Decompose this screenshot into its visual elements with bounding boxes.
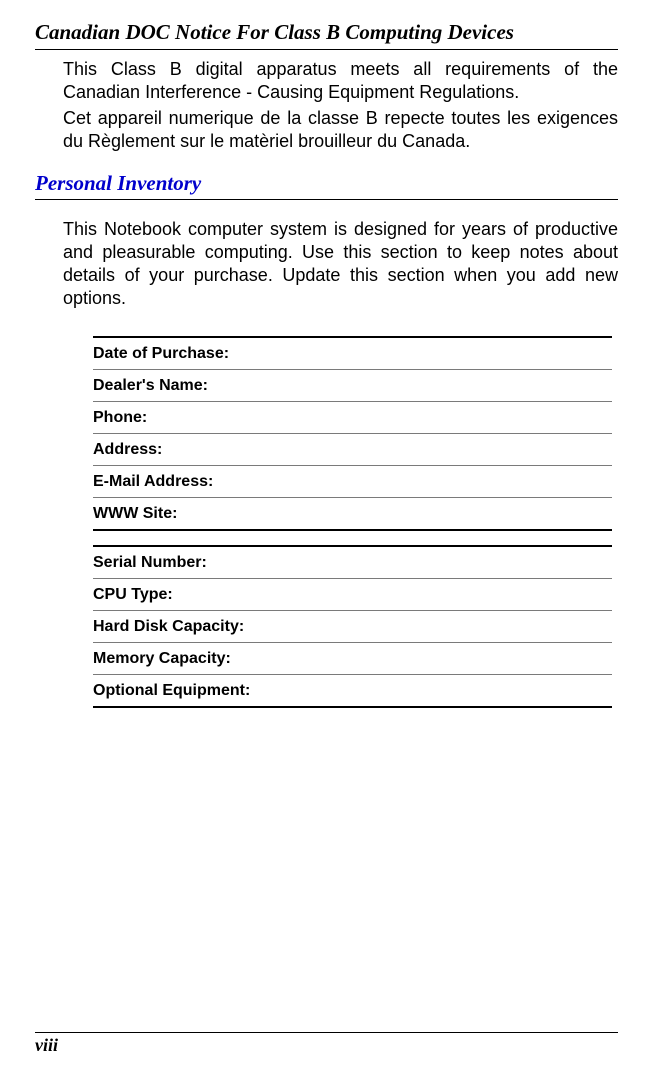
table-row: Hard Disk Capacity: (93, 611, 612, 643)
paragraph-en: This Class B digital apparatus meets all… (63, 58, 618, 104)
doc-heading: Canadian DOC Notice For Class B Computin… (35, 20, 618, 50)
table-row: Memory Capacity: (93, 643, 612, 675)
table-row: Phone: (93, 402, 612, 434)
inventory-tables: Date of Purchase: Dealer's Name: Phone: … (93, 336, 612, 708)
table-row: E-Mail Address: (93, 466, 612, 498)
paragraph-intro: This Notebook computer system is designe… (63, 218, 618, 310)
section-heading: Personal Inventory (35, 171, 618, 200)
table-row: Dealer's Name: (93, 370, 612, 402)
table-row: Address: (93, 434, 612, 466)
table-row: Serial Number: (93, 547, 612, 579)
doc-body-block: This Class B digital apparatus meets all… (63, 58, 618, 153)
section-body-block: This Notebook computer system is designe… (63, 218, 618, 310)
table-row: CPU Type: (93, 579, 612, 611)
page-number: viii (35, 1032, 618, 1056)
paragraph-fr: Cet appareil numerique de la classe B re… (63, 107, 618, 153)
table-row: Optional Equipment: (93, 675, 612, 706)
table-row: Date of Purchase: (93, 338, 612, 370)
hardware-info-table: Serial Number: CPU Type: Hard Disk Capac… (93, 545, 612, 708)
purchase-info-table: Date of Purchase: Dealer's Name: Phone: … (93, 336, 612, 531)
table-row: WWW Site: (93, 498, 612, 529)
